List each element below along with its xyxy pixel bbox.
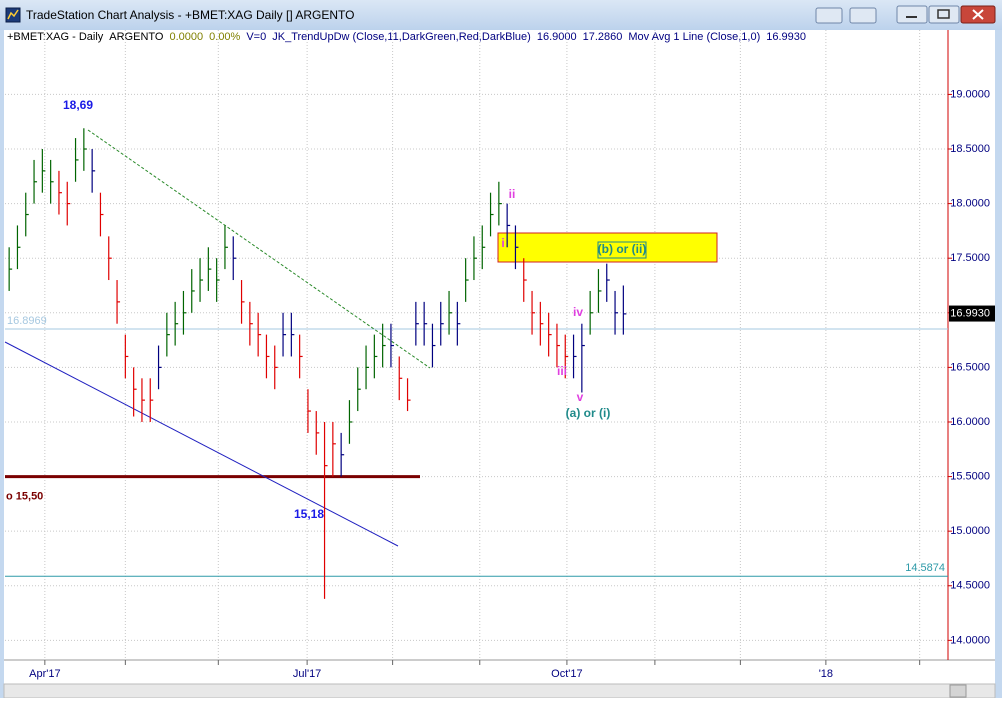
- header-item: 0.0000: [169, 31, 203, 43]
- last-price-box: [949, 305, 995, 322]
- chart-area: [4, 30, 995, 684]
- window-title: TradeStation Chart Analysis - +BMET:XAG …: [26, 8, 354, 22]
- app-icon-glyph: [7, 9, 19, 20]
- x-tick-label: Oct'17: [551, 668, 582, 680]
- support-label: o 15,50: [6, 490, 43, 502]
- scrollbar[interactable]: [3, 683, 996, 699]
- style-button[interactable]: [815, 7, 843, 24]
- annotation: ii: [509, 187, 516, 201]
- y-tick-label: 18.5000: [950, 143, 990, 155]
- x-tick-label: Jul'17: [293, 668, 321, 680]
- x-tick-label: '18: [819, 668, 833, 680]
- y-tick-label: 16.0000: [950, 416, 990, 428]
- header-item: 16.9930: [766, 31, 806, 43]
- y-tick-label: 19.0000: [950, 88, 990, 100]
- y-tick-label: 18.0000: [950, 198, 990, 210]
- y-tick-label: 15.0000: [950, 525, 990, 537]
- maximize-glyph: [937, 9, 950, 19]
- trendline: [4, 341, 399, 547]
- header-item: +BMET:XAG - Daily: [7, 31, 104, 43]
- annotation: 18,69: [63, 98, 93, 112]
- y-tick-label: 14.5000: [950, 580, 990, 592]
- maximize-button[interactable]: [928, 5, 960, 24]
- header-item: JK_TrendUpDw (Close,11,DarkGreen,Red,Dar…: [272, 31, 531, 43]
- annotation: i: [501, 236, 504, 250]
- header-item: V=0: [246, 31, 266, 43]
- annotation: iii: [557, 364, 567, 378]
- y-tick-label: 17.5000: [950, 252, 990, 264]
- scroll-thumb[interactable]: [949, 684, 967, 698]
- last-price-label: 16.9930: [950, 307, 990, 319]
- trendline: [87, 129, 431, 369]
- reference-label: 16.8969: [7, 315, 47, 327]
- x-tick-label: Apr'17: [29, 668, 60, 680]
- header-item: 16.9000: [537, 31, 577, 43]
- reference-label: 14.5874: [905, 562, 945, 574]
- y-tick-label: 15.5000: [950, 470, 990, 482]
- close-glyph: [972, 9, 984, 20]
- annotation: 15,18: [294, 507, 324, 521]
- header-item: Mov Avg 1 Line (Close,1,0): [628, 31, 760, 43]
- target-box: [497, 232, 718, 263]
- link-button[interactable]: [849, 7, 877, 24]
- header-item: ARGENTO: [109, 31, 164, 43]
- y-tick-label: 16.5000: [950, 361, 990, 373]
- y-tick-label: 14.0000: [950, 634, 990, 646]
- annotation-box: [597, 241, 647, 259]
- title-buttons[interactable]: [815, 5, 996, 24]
- minimize-button[interactable]: [896, 5, 928, 24]
- header-item: 0.00%: [209, 31, 240, 43]
- annotation: iv: [573, 305, 583, 319]
- header-item: 17.2860: [583, 31, 623, 43]
- annotation: v: [577, 390, 584, 404]
- chart-header: +BMET:XAG - Daily ARGENTO 0.0000 0.00% V=0 JK…: [7, 31, 806, 43]
- annotation: (a) or (i): [566, 406, 611, 420]
- annotation: (b) or (ii): [598, 242, 647, 256]
